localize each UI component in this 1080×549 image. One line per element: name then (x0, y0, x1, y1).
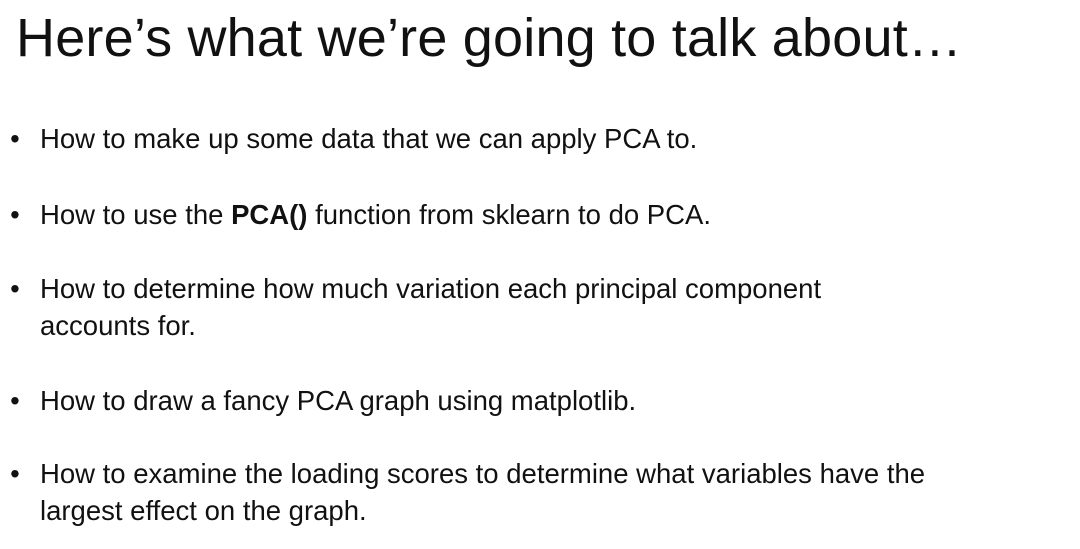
bullet-text: How to examine the loading scores to det… (40, 455, 1070, 529)
bullet-text: How to draw a fancy PCA graph using matp… (40, 382, 1070, 419)
bullet-dot-icon: • (10, 385, 20, 416)
bullet-dot-icon: • (10, 123, 20, 154)
bullet-text: How to use the PCA() function from sklea… (40, 196, 1070, 233)
bullet-text: How to determine how much variation each… (40, 270, 1070, 344)
bullet-line: How to make up some data that we can app… (40, 123, 698, 154)
bullet-line: How to examine the loading scores to det… (40, 458, 926, 489)
bullet-line: How to determine how much variation each… (40, 273, 822, 304)
bullet-text: How to make up some data that we can app… (40, 120, 1070, 157)
bullet-line: How to draw a fancy PCA graph using matp… (40, 385, 637, 416)
pca-function-name: PCA() (231, 199, 308, 230)
bullet-line: largest effect on the graph. (40, 495, 367, 526)
bullet-dot-icon: • (10, 199, 20, 230)
bullet-text-suffix: function from sklearn to do PCA. (307, 199, 711, 230)
bullet-line: accounts for. (40, 310, 196, 341)
bullet-dot-icon: • (10, 458, 20, 489)
bullet-text-prefix: How to use the (40, 199, 232, 230)
bullet-dot-icon: • (10, 273, 20, 304)
slide-title: Here’s what we’re going to talk about… (16, 8, 963, 68)
